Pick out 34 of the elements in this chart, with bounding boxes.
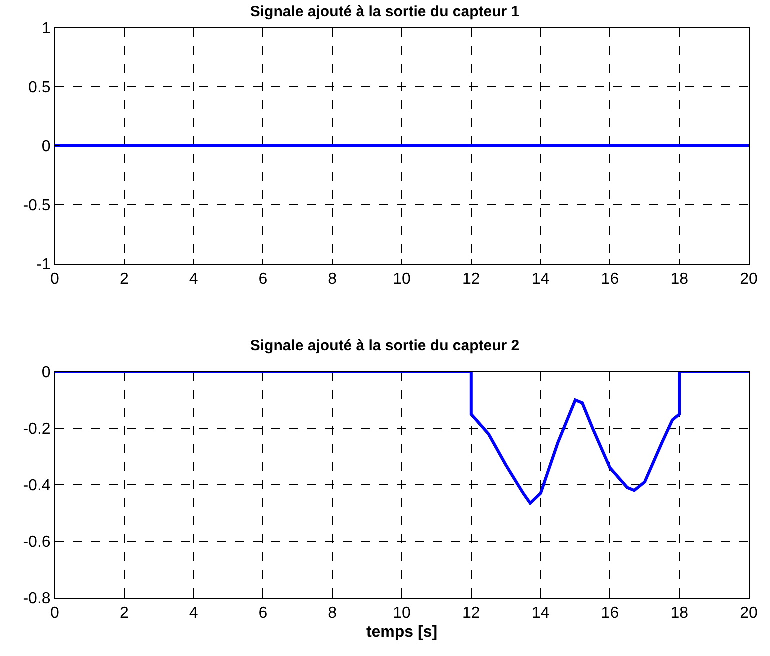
chart-title: Signale ajouté à la sortie du capteur 1 bbox=[250, 4, 520, 20]
x-tick-label: 2 bbox=[120, 271, 129, 288]
y-tick-label: 0 bbox=[42, 364, 51, 382]
y-tick-label: -0.8 bbox=[23, 590, 51, 608]
x-tick-label: 12 bbox=[462, 271, 480, 288]
y-tick-label: 0.5 bbox=[28, 80, 51, 97]
x-tick-label: 8 bbox=[328, 605, 338, 622]
y-tick-label: -0.2 bbox=[23, 421, 51, 438]
x-tick-label: 6 bbox=[258, 271, 268, 288]
x-tick-label: 4 bbox=[189, 605, 198, 622]
x-tick-label: 16 bbox=[601, 271, 620, 288]
x-tick-label: 18 bbox=[670, 605, 689, 622]
y-tick-label: 0 bbox=[42, 138, 51, 156]
y-tick-label: -0.6 bbox=[23, 534, 51, 552]
x-tick-label: 14 bbox=[532, 605, 550, 622]
x-tick-label: 4 bbox=[189, 271, 198, 288]
x-tick-label: 20 bbox=[740, 605, 758, 622]
x-axis-title: temps [s] bbox=[366, 624, 438, 641]
x-tick-label: 20 bbox=[740, 271, 758, 288]
x-tick-label: 18 bbox=[670, 271, 689, 288]
y-tick-label: -0.4 bbox=[23, 478, 51, 495]
y-tick-label: -0.5 bbox=[23, 198, 51, 215]
chart-title: Signale ajouté à la sortie du capteur 2 bbox=[250, 338, 520, 354]
x-tick-label: 16 bbox=[601, 605, 620, 622]
x-tick-label: 8 bbox=[328, 271, 338, 288]
y-tick-label: 1 bbox=[42, 20, 51, 38]
x-tick-label: 6 bbox=[258, 605, 268, 622]
x-tick-label: 10 bbox=[393, 271, 411, 288]
x-tick-label: 12 bbox=[462, 605, 480, 622]
x-tick-label: 2 bbox=[120, 605, 129, 622]
x-tick-label: 10 bbox=[393, 605, 411, 622]
line-series bbox=[55, 372, 749, 505]
x-tick-label: 14 bbox=[532, 271, 550, 288]
y-tick-label: -1 bbox=[36, 256, 51, 274]
